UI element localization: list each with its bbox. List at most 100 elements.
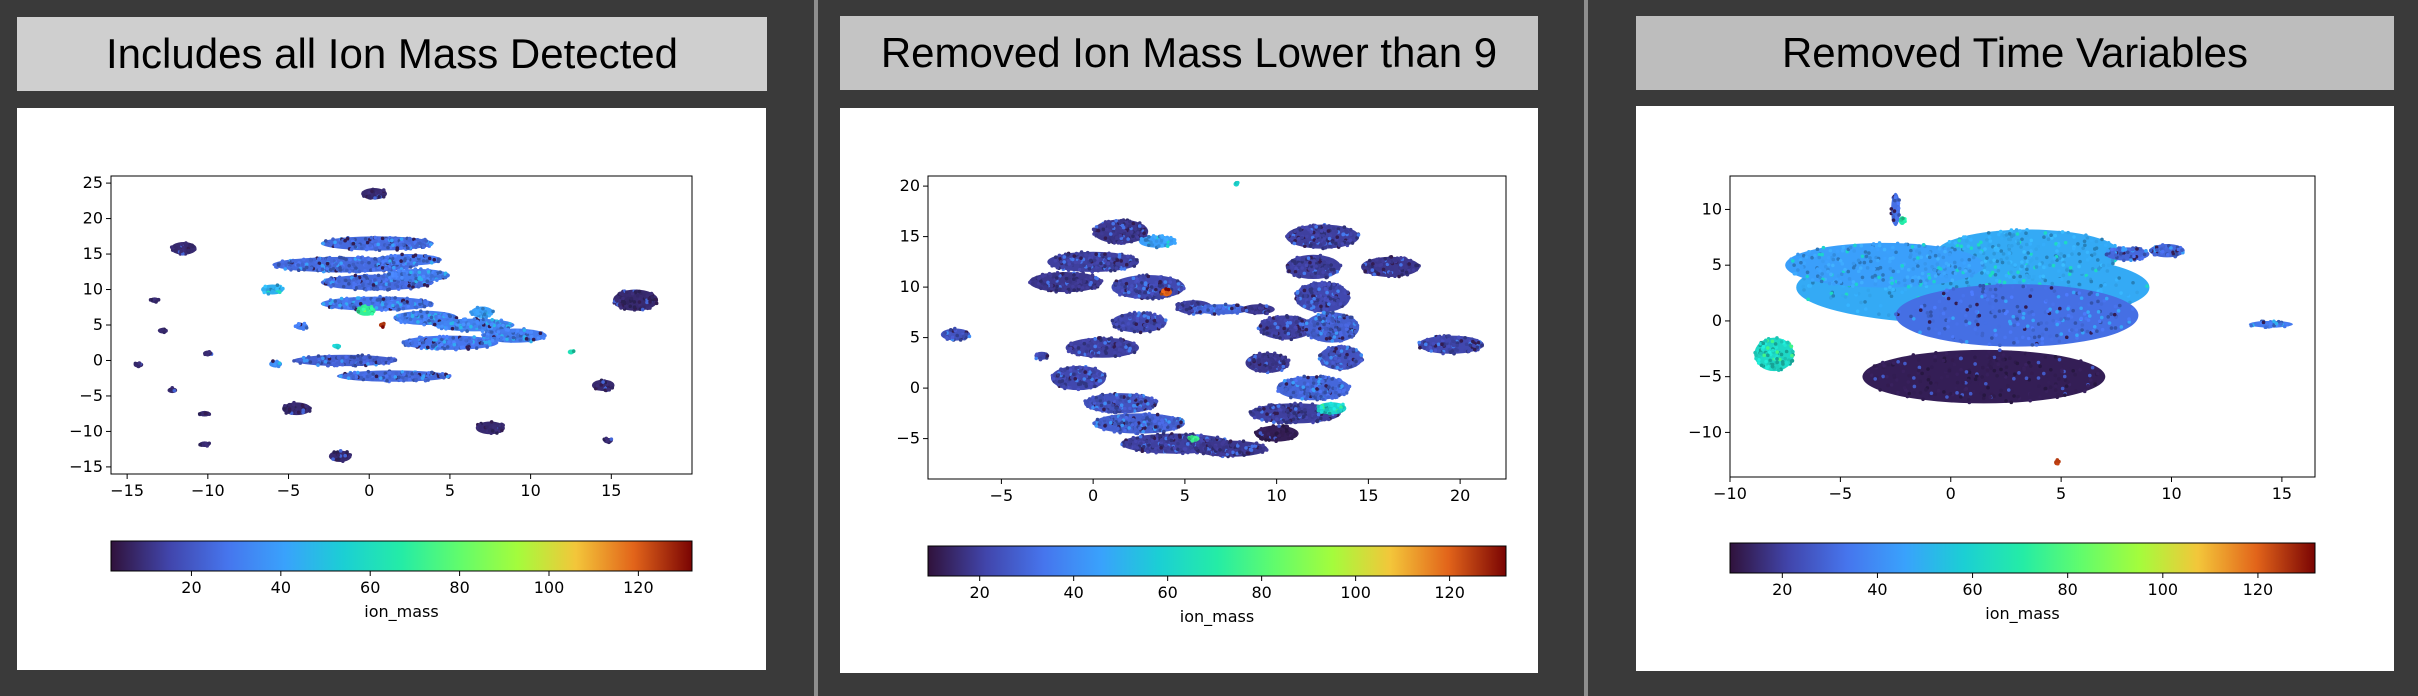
scatter-point xyxy=(1165,291,1169,295)
scatter-point xyxy=(308,406,312,411)
scatter-point xyxy=(1142,423,1146,427)
scatter-point xyxy=(1342,225,1347,229)
scatter-point xyxy=(1354,320,1358,325)
scatter-point xyxy=(1317,263,1322,268)
scatter-point xyxy=(302,321,307,326)
scatter-point xyxy=(485,425,489,429)
scatter-point xyxy=(355,358,360,362)
scatter-point xyxy=(283,404,287,408)
scatter-point xyxy=(1041,274,1045,278)
scatter-point xyxy=(1131,276,1136,281)
scatter-point xyxy=(1397,274,1401,279)
scatter-point xyxy=(369,268,373,272)
scatter-point xyxy=(1120,289,1125,293)
scatter-point xyxy=(420,314,424,319)
scatter-point xyxy=(1087,375,1092,380)
scatter-point xyxy=(485,345,489,349)
scatter-point xyxy=(1277,366,1282,371)
scatter-point xyxy=(1147,443,1151,447)
scatter-point xyxy=(519,331,524,336)
scatter-point xyxy=(1119,267,1124,271)
scatter-point xyxy=(1323,390,1327,395)
scatter-point xyxy=(484,317,489,322)
scatter-point xyxy=(354,266,358,271)
scatter-point xyxy=(1355,236,1359,240)
scatter-point xyxy=(1094,233,1099,238)
scatter-point xyxy=(353,244,358,249)
scatter-point xyxy=(649,291,654,296)
scatter-point xyxy=(1128,442,1132,447)
scatter-point xyxy=(355,370,360,375)
scatter-point xyxy=(1146,422,1151,426)
scatter-point xyxy=(425,345,430,350)
scatter-point xyxy=(1142,314,1147,318)
scatter-point xyxy=(1127,349,1132,353)
scatter-point xyxy=(1206,308,1210,312)
scatter-point xyxy=(1175,416,1180,421)
scatter-point xyxy=(1103,236,1108,240)
scatter-point xyxy=(1325,311,1330,316)
scatter-point xyxy=(425,338,429,343)
scatter-point xyxy=(300,262,305,267)
scatter-point xyxy=(1349,324,1354,329)
scatter-point xyxy=(1078,365,1083,370)
scatter-point xyxy=(418,309,423,314)
scatter-point xyxy=(1199,438,1204,442)
scatter-point xyxy=(1140,449,1145,454)
scatter-point xyxy=(1315,387,1319,391)
scatter-point xyxy=(1323,245,1328,250)
scatter-point xyxy=(301,355,306,360)
scatter-point xyxy=(1114,406,1119,410)
scatter-point xyxy=(1127,426,1131,430)
scatter-point xyxy=(1316,404,1321,409)
scatter-point xyxy=(1223,302,1228,307)
scatter-point xyxy=(505,337,509,342)
scatter-point xyxy=(1323,228,1327,233)
scatter-point xyxy=(384,282,389,286)
scatter-point xyxy=(1365,266,1369,271)
scatter-point xyxy=(1056,373,1061,377)
scatter-point xyxy=(188,243,192,248)
scatter-point xyxy=(531,337,536,342)
scatter-point xyxy=(1105,227,1109,232)
scatter-point xyxy=(1222,446,1226,450)
scatter-point xyxy=(1295,289,1300,294)
scatter-point xyxy=(1245,451,1250,455)
scatter-point xyxy=(1122,231,1127,236)
cluster-1 xyxy=(169,241,197,256)
scatter-point xyxy=(619,306,623,310)
scatter-point xyxy=(1176,441,1180,446)
scatter-point xyxy=(1107,256,1111,261)
scatter-point xyxy=(1296,381,1300,386)
scatter-point xyxy=(1341,232,1346,236)
scatter-point xyxy=(1323,265,1328,269)
scatter-point xyxy=(1154,287,1158,292)
scatter-point xyxy=(343,453,348,458)
scatter-point xyxy=(376,273,381,278)
scatter-point xyxy=(1292,411,1297,416)
scatter-point xyxy=(1284,335,1289,340)
scatter-point xyxy=(397,313,402,318)
scatter-point xyxy=(430,370,434,375)
scatter-point xyxy=(445,345,450,349)
scatter-point xyxy=(1107,337,1111,341)
scatter-point xyxy=(1337,285,1342,290)
scatter-point xyxy=(1335,338,1340,343)
scatter-point xyxy=(955,333,959,338)
scatter-point xyxy=(482,333,487,338)
scatter-point xyxy=(460,328,464,333)
scatter-point xyxy=(1331,395,1335,400)
scatter-point xyxy=(413,240,417,244)
scatter-point xyxy=(1265,326,1269,330)
scatter-point xyxy=(1193,303,1198,307)
scatter-point xyxy=(351,305,356,310)
scatter-point xyxy=(482,312,487,317)
scatter-point xyxy=(287,402,292,407)
cluster-23 xyxy=(1317,344,1365,372)
scatter-point xyxy=(499,319,504,324)
scatter-point xyxy=(337,344,342,349)
scatter-point xyxy=(418,299,422,303)
scatter-point xyxy=(1241,439,1246,443)
scatter-point xyxy=(352,355,357,360)
scatter-point xyxy=(1267,315,1272,320)
